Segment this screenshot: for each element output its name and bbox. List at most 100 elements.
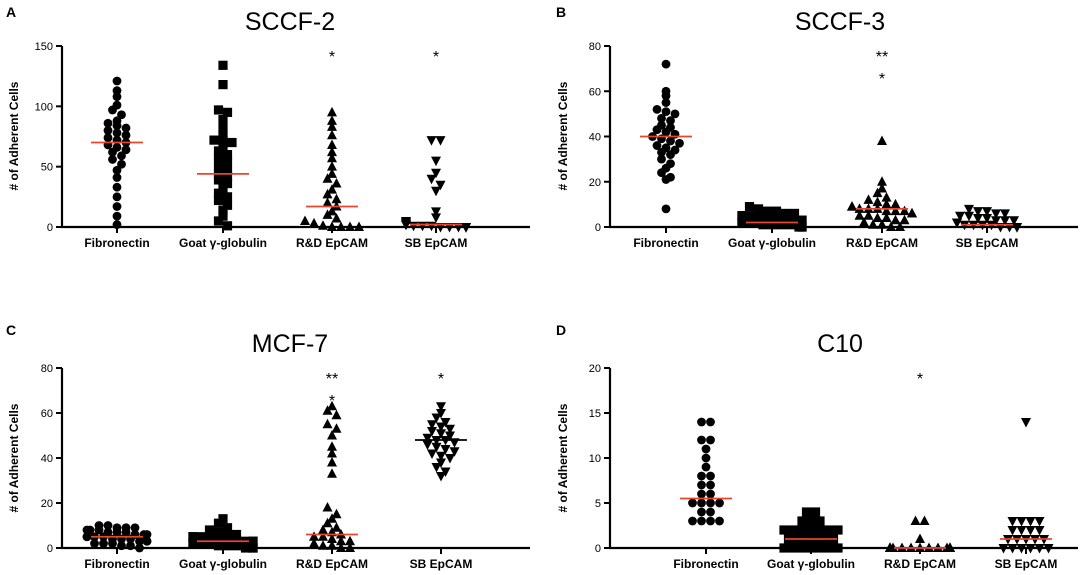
data-point: [248, 536, 258, 546]
data-point: [327, 205, 337, 216]
data-point: [322, 502, 333, 512]
data-point: [740, 217, 750, 228]
data-point: [762, 206, 773, 216]
data-point: [1025, 517, 1036, 527]
data-point: [824, 525, 834, 535]
data-point: [204, 538, 215, 549]
significance-marker: *: [329, 393, 335, 410]
data-point: [815, 543, 825, 553]
data-point: [336, 542, 346, 552]
y-tick-label: 80: [41, 363, 53, 375]
data-point: [309, 531, 319, 541]
data-point: [331, 409, 342, 420]
data-point: [872, 196, 883, 207]
data-point: [188, 538, 198, 549]
data-point: [744, 211, 755, 221]
data-point: [788, 543, 798, 553]
data-point: [108, 155, 117, 164]
data-point: [1034, 544, 1045, 554]
data-point: [776, 220, 786, 230]
chart-panel-d: D C10 # of Adherent Cells 0 5 10 15 20 Fibronect…: [556, 322, 1078, 571]
data-point: [657, 114, 666, 123]
data-point: [652, 141, 662, 150]
significance-marker: *: [917, 371, 923, 388]
data-point: [1016, 526, 1027, 536]
data-point: [327, 468, 337, 478]
data-point: [431, 168, 441, 179]
x-tick-label: Fibronectin: [84, 557, 149, 571]
data-point: [1000, 209, 1010, 219]
data-point: [327, 184, 337, 194]
data-point: [345, 542, 355, 552]
data-point: [142, 536, 152, 546]
data-point: [112, 128, 122, 138]
data-point: [706, 489, 715, 499]
data-point: [652, 104, 662, 114]
data-point: [652, 125, 662, 135]
x-tick-label: SB EpCAM: [410, 557, 473, 571]
data-point: [706, 498, 715, 508]
data-point: [881, 205, 892, 216]
data-point: [1034, 526, 1045, 536]
data-point: [657, 147, 666, 157]
data-point: [675, 138, 684, 148]
y-tick-label: 150: [35, 41, 53, 53]
data-point: [121, 123, 131, 133]
data-point: [701, 453, 711, 463]
data-point: [762, 213, 773, 223]
data-point: [218, 130, 228, 140]
data-point: [322, 173, 333, 183]
data-point: [1025, 544, 1036, 554]
y-tick-label: 40: [41, 453, 53, 465]
data-point: [753, 204, 764, 214]
data-point: [218, 123, 228, 133]
data-point: [103, 133, 113, 143]
data-point: [877, 219, 887, 229]
data-point: [126, 541, 135, 551]
data-point: [327, 400, 337, 411]
data-point: [815, 516, 825, 526]
data-point: [108, 539, 117, 548]
y-tick-label: 80: [589, 41, 601, 53]
data-point: [797, 543, 807, 553]
data-point: [767, 220, 777, 230]
data-point: [797, 215, 807, 225]
y-tick-label: 20: [589, 177, 601, 189]
chart-title: C10: [817, 330, 863, 358]
y-tick-label: 50: [41, 162, 53, 174]
data-point: [117, 541, 126, 551]
data-point: [973, 213, 983, 224]
x-tick-label: Fibronectin: [633, 236, 698, 250]
data-point: [697, 498, 706, 508]
data-point: [336, 535, 346, 546]
significance-marker: **: [326, 371, 338, 388]
data-point: [661, 127, 671, 137]
data-point: [890, 214, 901, 225]
data-point: [213, 518, 224, 528]
data-point: [94, 525, 104, 535]
data-point: [135, 536, 144, 546]
data-point: [331, 213, 342, 223]
data-point: [440, 445, 451, 455]
data-point: [697, 435, 706, 445]
panel-label: A: [6, 4, 16, 20]
data-point: [697, 417, 706, 427]
data-point: [213, 534, 224, 544]
y-axis-label: # of Adherent Cells: [556, 81, 570, 190]
data-point: [222, 107, 233, 117]
data-point: [401, 220, 411, 231]
data-point: [847, 201, 857, 211]
data-point: [218, 205, 228, 215]
significance-marker: *: [433, 49, 439, 66]
data-point: [715, 498, 724, 508]
data-point: [945, 542, 955, 552]
data-point: [657, 168, 666, 178]
data-point: [112, 86, 122, 96]
y-tick-label: 10: [589, 453, 601, 465]
data-point: [309, 217, 319, 228]
data-point: [213, 153, 224, 163]
data-point: [785, 220, 795, 230]
data-point: [890, 205, 901, 216]
data-point: [222, 534, 233, 544]
data-point: [99, 539, 108, 548]
